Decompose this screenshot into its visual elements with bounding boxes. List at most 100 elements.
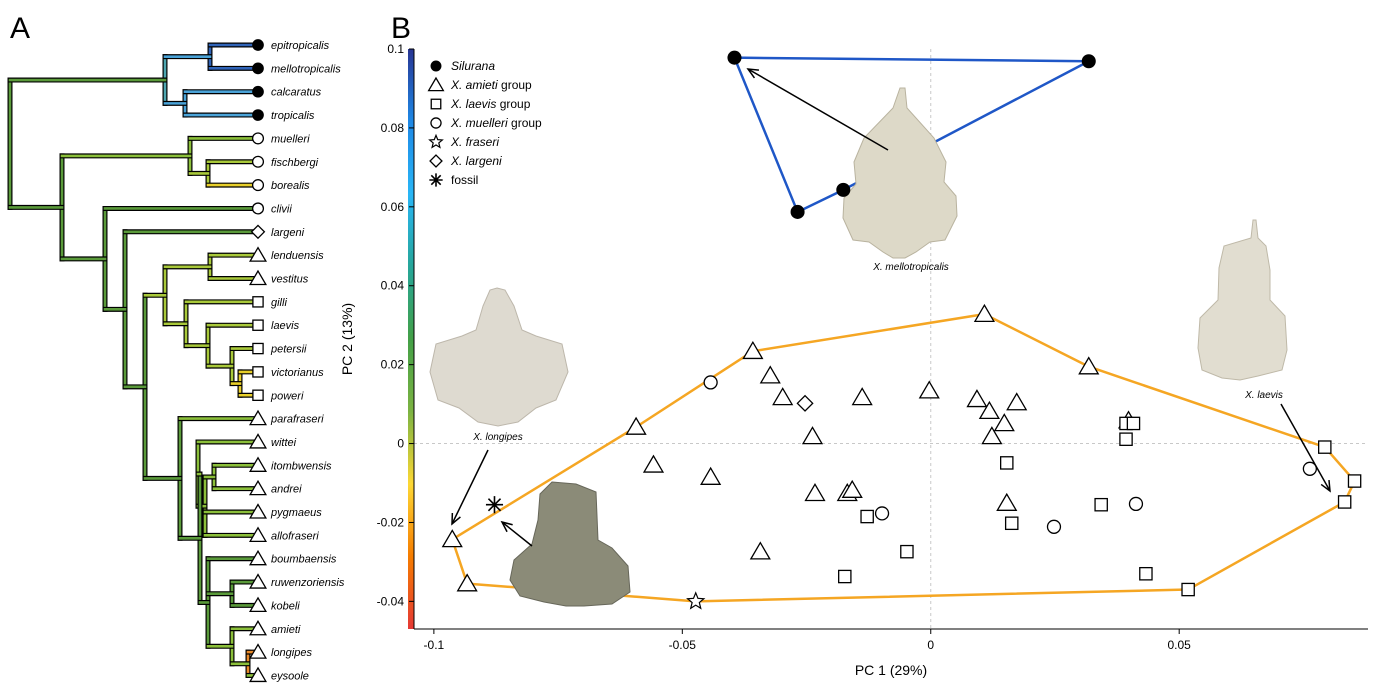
tree-tip-marker xyxy=(252,366,264,378)
tree-tip-marker xyxy=(252,342,264,355)
point-circle-filled xyxy=(790,204,805,219)
tree-tip-marker xyxy=(251,179,265,192)
tree-tip-label: borealis xyxy=(271,180,310,192)
point-square xyxy=(1318,440,1332,454)
tree-tip-marker xyxy=(248,246,268,262)
legend-label-part: group xyxy=(496,97,530,111)
y-tick-label: -0.04 xyxy=(377,594,405,608)
arrow-line xyxy=(501,521,533,547)
tree-tip-marker xyxy=(251,202,265,215)
tree-tip-marker xyxy=(252,62,264,75)
specimen-x-longipes: X. longipes xyxy=(429,287,569,443)
point-square xyxy=(1337,495,1352,509)
colorbar xyxy=(408,49,414,629)
legend-label-part: X. laevis xyxy=(450,97,496,111)
point-square xyxy=(860,509,874,524)
tree-tip-label: eysoole xyxy=(271,670,309,682)
hull-xenopus xyxy=(451,312,1356,603)
point-triangle xyxy=(700,466,722,485)
tree-tip-label: victorianus xyxy=(271,367,324,379)
tree-tip-marker xyxy=(248,456,268,472)
point-diamond xyxy=(796,394,814,412)
tree-tip-label: andrei xyxy=(271,484,302,496)
point-triangle xyxy=(441,529,463,548)
arrow-line xyxy=(451,449,489,525)
legend-label: Silurana xyxy=(451,59,495,73)
colorbar-gradient xyxy=(408,49,414,629)
tree-tip-label: vestitus xyxy=(271,274,309,286)
tree-tip-marker xyxy=(252,109,264,121)
point-triangle xyxy=(981,426,1003,445)
x-tick-label: 0 xyxy=(927,638,934,652)
tree-tip-label: laevis xyxy=(271,320,300,332)
point-circle xyxy=(1128,496,1144,512)
legend-label-part: X. muelleri xyxy=(450,116,508,130)
point-square xyxy=(1094,497,1108,512)
point-square xyxy=(1119,432,1133,446)
tree-tip-marker xyxy=(248,549,268,566)
tree-tip-label: kobeli xyxy=(271,600,300,612)
tree-tip-label: amieti xyxy=(271,624,301,636)
legend-label: X. laevis group xyxy=(450,97,531,111)
tree-tip-label: clivii xyxy=(271,203,292,215)
point-square xyxy=(900,544,914,559)
y-tick-label: -0.02 xyxy=(377,515,405,529)
arrow-head xyxy=(500,520,513,533)
point-triangle xyxy=(625,416,647,435)
tree-tip-marker xyxy=(250,224,266,240)
tree-tip-label: mellotropicalis xyxy=(271,63,341,75)
legend-label: fossil xyxy=(451,173,478,187)
tree-tip-marker xyxy=(252,39,264,51)
point-circle-filled xyxy=(1081,54,1096,69)
arrow-head xyxy=(746,68,760,79)
tree-tip-marker xyxy=(248,409,268,426)
tree-tip-marker xyxy=(248,269,268,286)
specimen-images: X. mellotropicalis X. laevis X. longipes xyxy=(429,87,1288,607)
legend-marker-circle-filled xyxy=(430,60,442,72)
tree-tip-label: gilli xyxy=(271,297,287,309)
tree-tip-marker xyxy=(248,479,268,496)
legend-label-part: X. largeni xyxy=(450,154,502,168)
tree-tip-label: boumbaensis xyxy=(271,554,337,566)
arrow-head xyxy=(451,512,461,526)
point-triangle xyxy=(742,340,764,360)
legend-label: X. largeni xyxy=(450,154,502,168)
x-tick-label: -0.05 xyxy=(669,638,697,652)
legend-label-part: X. amieti xyxy=(450,78,498,92)
tree-tip-marker xyxy=(252,85,264,98)
point-triangle xyxy=(1006,392,1028,411)
tree-tip-marker xyxy=(248,503,268,519)
point-square xyxy=(1000,456,1014,470)
tree-tip-marker xyxy=(248,666,268,683)
legend-label-part: X. fraseri xyxy=(450,135,499,149)
point-square xyxy=(1126,416,1141,431)
tree-tip-marker xyxy=(248,596,268,613)
point-asterisk xyxy=(485,496,504,514)
point-triangle xyxy=(801,426,824,445)
legend-marker-diamond xyxy=(429,154,443,168)
point-triangle xyxy=(804,482,826,502)
point-circle-filled xyxy=(836,182,851,197)
legend-label-part: fossil xyxy=(451,173,478,187)
skull-image-longipes xyxy=(429,287,569,427)
data-points xyxy=(441,50,1362,610)
tree-tip-marker xyxy=(251,132,265,145)
legend-label: X. muelleri group xyxy=(450,116,542,130)
tree-tip-label: poweri xyxy=(270,390,304,402)
tree-tip-label: wittei xyxy=(271,437,297,449)
point-circle xyxy=(703,375,718,390)
tree-tip-label: ruwenzoriensis xyxy=(271,577,345,589)
legend-label: X. amieti group xyxy=(450,78,532,92)
arrow-line xyxy=(747,68,889,151)
skull-image-mellotropicalis xyxy=(842,87,958,259)
point-triangle xyxy=(759,365,781,384)
point-square xyxy=(838,569,852,584)
point-triangle xyxy=(996,492,1018,511)
tree-tip-marker xyxy=(248,433,268,449)
y-axis-title: PC 2 (13%) xyxy=(339,303,355,375)
tree-tip-marker xyxy=(251,155,265,168)
phylogenetic-tree: epitropicalis mellotropicalis calcaratus tr… xyxy=(7,39,345,683)
axes: -0.1 -0.05 0 0.05 0.1 0.08 0.06 0.04 0.02 0 -0.02 -… xyxy=(339,42,1368,678)
